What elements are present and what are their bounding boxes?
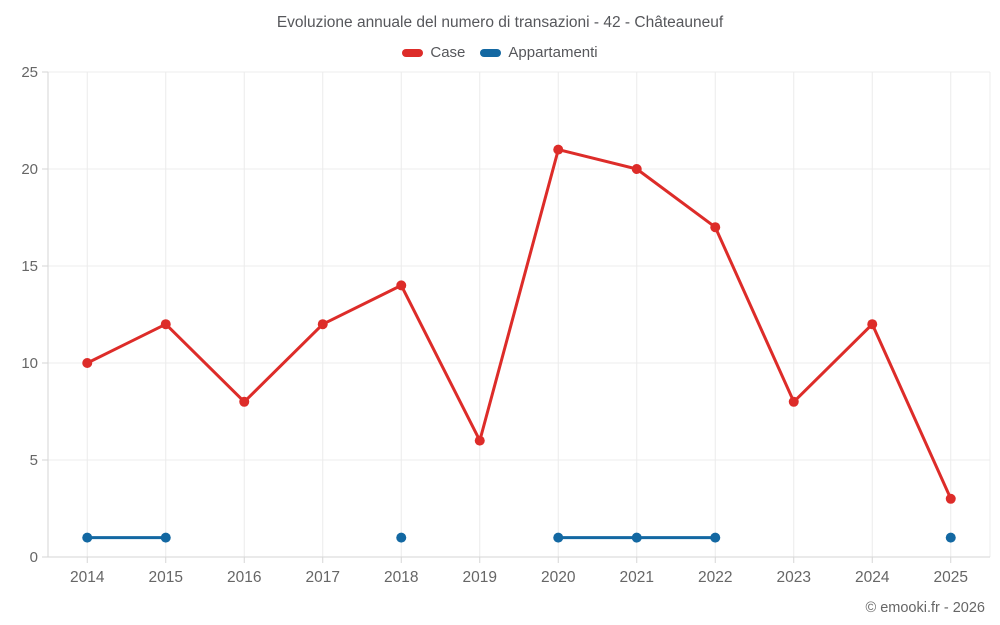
y-tick-label: 25 <box>21 64 38 81</box>
data-point-case[interactable] <box>317 319 328 330</box>
x-tick-label: 2018 <box>384 569 418 586</box>
data-point-appartamenti[interactable] <box>553 532 564 543</box>
data-point-case[interactable] <box>82 358 93 368</box>
data-point-case[interactable] <box>160 319 171 330</box>
data-point-case[interactable] <box>396 280 407 291</box>
data-point-appartamenti[interactable] <box>160 532 171 543</box>
y-tick-label: 5 <box>30 452 38 469</box>
data-point-appartamenti[interactable] <box>945 532 956 543</box>
data-point-appartamenti[interactable] <box>710 532 721 543</box>
y-tick-label: 10 <box>21 355 38 372</box>
x-tick-label: 2025 <box>934 569 968 586</box>
legend-label-appartamenti: Appartamenti <box>508 44 598 61</box>
x-tick-label: 2023 <box>777 569 811 586</box>
data-point-case[interactable] <box>631 164 642 174</box>
y-tick-label: 15 <box>21 258 38 275</box>
x-tick-label: 2014 <box>70 569 105 586</box>
data-point-appartamenti[interactable] <box>396 532 407 543</box>
data-point-case[interactable] <box>239 396 250 407</box>
data-point-appartamenti[interactable] <box>631 532 642 543</box>
data-point-appartamenti[interactable] <box>82 532 93 543</box>
chart-title: Evoluzione annuale del numero di transaz… <box>276 14 724 31</box>
x-tick-label: 2024 <box>855 569 890 586</box>
data-point-case[interactable] <box>553 144 564 155</box>
y-tick-label: 0 <box>30 549 38 566</box>
x-tick-label: 2020 <box>541 569 576 586</box>
data-point-case[interactable] <box>474 435 485 446</box>
data-point-case[interactable] <box>945 493 956 504</box>
y-tick-label: 20 <box>21 161 38 178</box>
data-point-case[interactable] <box>788 396 799 407</box>
x-tick-label: 2016 <box>227 569 261 586</box>
chart-legend: Case Appartamenti <box>0 44 1000 61</box>
x-tick-label: 2021 <box>620 569 654 586</box>
legend-label-case: Case <box>430 44 466 61</box>
x-tick-label: 2015 <box>149 569 183 586</box>
legend-item-case[interactable]: Case <box>402 44 465 61</box>
data-point-case[interactable] <box>710 222 721 233</box>
legend-item-appartamenti[interactable]: Appartamenti <box>480 44 598 61</box>
x-tick-label: 2019 <box>463 569 497 586</box>
x-tick-label: 2022 <box>698 569 732 586</box>
case-swatch-icon <box>402 48 424 57</box>
data-point-case[interactable] <box>867 319 878 330</box>
series-line-case <box>85 148 953 501</box>
copyright-text: © emooki.fr - 2026 <box>865 600 985 616</box>
appartamenti-swatch-icon <box>480 48 502 57</box>
x-tick-label: 2017 <box>306 569 340 586</box>
